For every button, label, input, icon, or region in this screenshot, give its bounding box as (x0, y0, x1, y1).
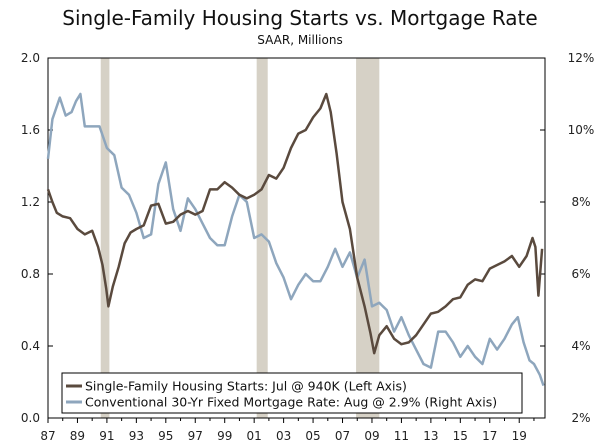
left-axis-tick-label: 0.4 (21, 339, 40, 353)
x-axis-tick-label: 13 (423, 429, 438, 443)
right-axis-tick-label: 4% (571, 339, 590, 353)
right-axis-tick-label: 12% (568, 51, 595, 65)
plot-frame (47, 57, 546, 419)
right-axis-tick-label: 6% (571, 267, 590, 281)
right-axis-tick-label: 10% (568, 123, 595, 137)
x-axis-tick-label: 03 (276, 429, 291, 443)
legend-entry: Single-Family Housing Starts: Jul @ 940K… (85, 379, 407, 394)
x-axis-tick-label: 17 (482, 429, 497, 443)
x-axis-tick-label: 93 (129, 429, 144, 443)
left-axis-tick-label: 1.2 (21, 195, 40, 209)
left-axis-tick-label: 1.6 (21, 123, 40, 137)
x-axis-tick-label: 01 (247, 429, 262, 443)
mortgage-rate-line (46, 92, 545, 387)
x-axis-tick-label: 09 (364, 429, 379, 443)
chart-subtitle: SAAR, Millions (257, 33, 343, 47)
legend-box (61, 372, 523, 414)
x-axis-tick-label: 15 (453, 429, 468, 443)
x-axis-tick-label: 87 (40, 429, 55, 443)
x-axis-tick-label: 89 (70, 429, 85, 443)
recession-band (356, 58, 380, 418)
x-axis-tick-label: 97 (188, 429, 203, 443)
recession-band (256, 58, 268, 418)
recession-bands (100, 58, 380, 418)
left-axis-tick-label: 0.0 (21, 411, 40, 425)
left-axis-tick-label: 2.0 (21, 51, 40, 65)
x-axis-tick-label: 05 (305, 429, 320, 443)
chart-title: Single-Family Housing Starts vs. Mortgag… (62, 6, 538, 30)
right-axis-tick-label: 2% (571, 411, 590, 425)
x-axis-tick-label: 95 (158, 429, 173, 443)
series-lines (46, 92, 545, 387)
right-axis-tick-label: 8% (571, 195, 590, 209)
left-axis-tick-label: 0.8 (21, 267, 40, 281)
x-axis-tick-label: 07 (335, 429, 350, 443)
housing-starts-line (46, 92, 544, 355)
x-axis-tick-label: 11 (394, 429, 409, 443)
legend-entry: Conventional 30-Yr Fixed Mortgage Rate: … (85, 395, 497, 410)
legend: Single-Family Housing Starts: Jul @ 940K… (61, 372, 523, 414)
recession-band (100, 58, 110, 418)
x-axis-tick-label: 19 (512, 429, 527, 443)
x-axis-tick-label: 91 (99, 429, 114, 443)
x-axis-tick-label: 99 (217, 429, 232, 443)
axes: 0.0 0.4 0.8 1.2 1.6 2.0 2% 4% 6% 8% 10% 12% 87 89 91 93… (21, 51, 594, 443)
